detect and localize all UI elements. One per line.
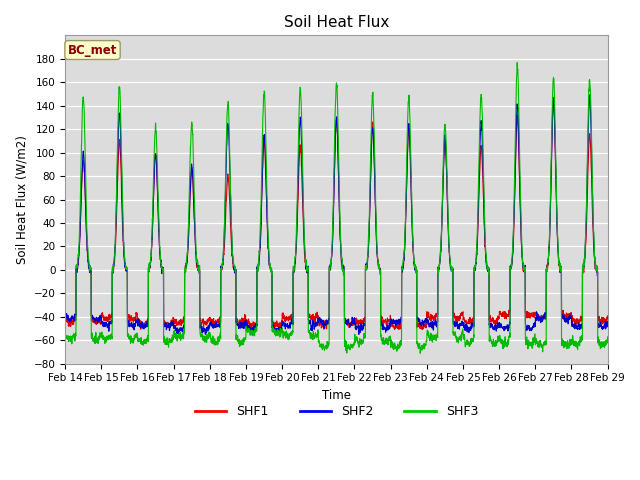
- SHF2: [428, 323, 436, 329]
- SHF2: [458, 320, 466, 326]
- X-axis label: Time: Time: [322, 389, 351, 402]
- SHF1: [316, 319, 324, 324]
- SHF2: [316, 316, 324, 322]
- Y-axis label: Soil Heat Flux (W/m2): Soil Heat Flux (W/m2): [15, 135, 28, 264]
- SHF1: [458, 312, 466, 317]
- SHF3: [417, 350, 424, 356]
- Legend: SHF1, SHF2, SHF3: SHF1, SHF2, SHF3: [189, 400, 483, 423]
- SHF1: [390, 327, 398, 333]
- Line: SHF2: SHF2: [65, 95, 607, 335]
- SHF1: [428, 314, 436, 320]
- SHF3: [458, 331, 466, 336]
- SHF3: [159, 269, 166, 275]
- SHF2: [355, 332, 363, 337]
- SHF2: [61, 312, 69, 318]
- Line: SHF1: SHF1: [65, 97, 607, 330]
- SHF2: [586, 92, 593, 98]
- SHF1: [604, 315, 611, 321]
- SHF3: [604, 334, 611, 340]
- SHF3: [61, 335, 69, 341]
- SHF2: [489, 325, 497, 331]
- SHF1: [550, 95, 557, 100]
- SHF3: [513, 60, 521, 65]
- SHF2: [604, 320, 611, 326]
- SHF3: [316, 343, 324, 349]
- SHF3: [428, 337, 436, 343]
- Text: BC_met: BC_met: [68, 44, 117, 57]
- Title: Soil Heat Flux: Soil Heat Flux: [284, 15, 389, 30]
- SHF1: [604, 313, 611, 319]
- SHF1: [489, 316, 497, 322]
- SHF3: [604, 338, 611, 344]
- SHF3: [489, 341, 497, 347]
- SHF2: [604, 324, 611, 329]
- SHF1: [159, 266, 166, 272]
- Line: SHF3: SHF3: [65, 62, 607, 353]
- SHF2: [159, 266, 166, 272]
- SHF1: [61, 313, 69, 319]
